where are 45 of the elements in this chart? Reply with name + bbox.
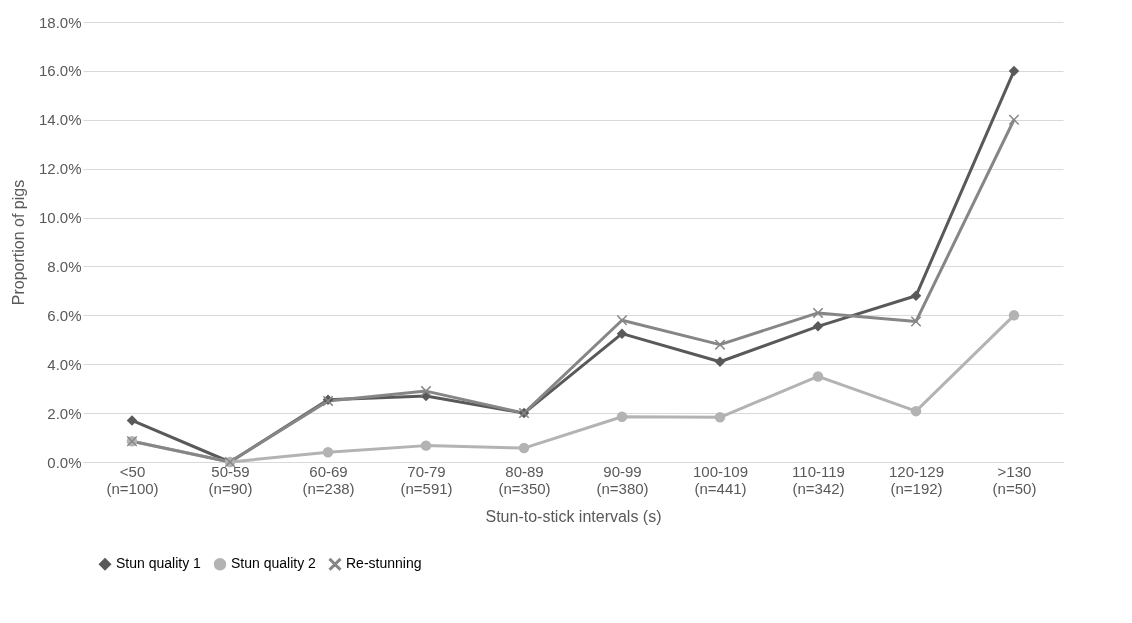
y-tick-label: 12.0% xyxy=(38,160,82,178)
y-tick-label: 6.0% xyxy=(47,306,82,324)
point xyxy=(714,356,726,368)
legend-label: Stun quality 1 xyxy=(116,555,202,572)
point xyxy=(126,415,138,426)
y-tick-label: 0.0% xyxy=(47,453,82,471)
point xyxy=(1008,114,1020,126)
y-tick-label: 18.0% xyxy=(38,13,82,31)
point xyxy=(420,440,432,451)
point xyxy=(322,446,334,458)
point xyxy=(910,405,922,417)
point xyxy=(812,321,824,332)
point xyxy=(518,442,530,454)
x-tick-label: 110-119 (n=342) xyxy=(792,462,845,497)
x-tick-label: 80-89 (n=350) xyxy=(498,462,551,497)
y-tick-label: 14.0% xyxy=(38,111,82,129)
x-axis-title: Stun-to-stick intervals (s) xyxy=(485,507,662,525)
legend-label: Stun quality 2 xyxy=(231,555,317,572)
y-tick-label: 10.0% xyxy=(38,209,82,227)
point xyxy=(616,314,628,326)
point xyxy=(714,412,726,423)
point xyxy=(910,316,922,327)
x-tick-label: 120-129 (n=192) xyxy=(888,462,945,497)
x-tick-label: <50 (n=100) xyxy=(106,462,159,497)
x-tick-label: 60-69 (n=238) xyxy=(302,462,355,497)
point xyxy=(910,290,922,302)
x-tick-label: 50-59 (n=90) xyxy=(208,462,253,497)
y-tick-label: 16.0% xyxy=(38,62,82,80)
legend-label: Re-stunning xyxy=(346,555,422,572)
x-tick-label: 90-99 (n=380) xyxy=(596,462,649,497)
y-tick-label: 4.0% xyxy=(47,355,82,373)
y-tick-label: 2.0% xyxy=(47,404,82,422)
point xyxy=(1008,65,1020,77)
point xyxy=(616,411,628,423)
x-tick-label: 100-109 (n=441) xyxy=(692,462,749,497)
x-tick-label: >130 (n=50) xyxy=(992,462,1037,497)
point xyxy=(1008,310,1020,321)
y-tick-label: 8.0% xyxy=(47,257,82,275)
point xyxy=(616,328,628,339)
point xyxy=(420,385,432,397)
point xyxy=(812,371,824,382)
y-axis-title: Proportion of pigs xyxy=(9,179,27,306)
x-tick-label: 70-79 (n=591) xyxy=(400,462,453,497)
point xyxy=(714,339,726,350)
point xyxy=(812,307,824,319)
